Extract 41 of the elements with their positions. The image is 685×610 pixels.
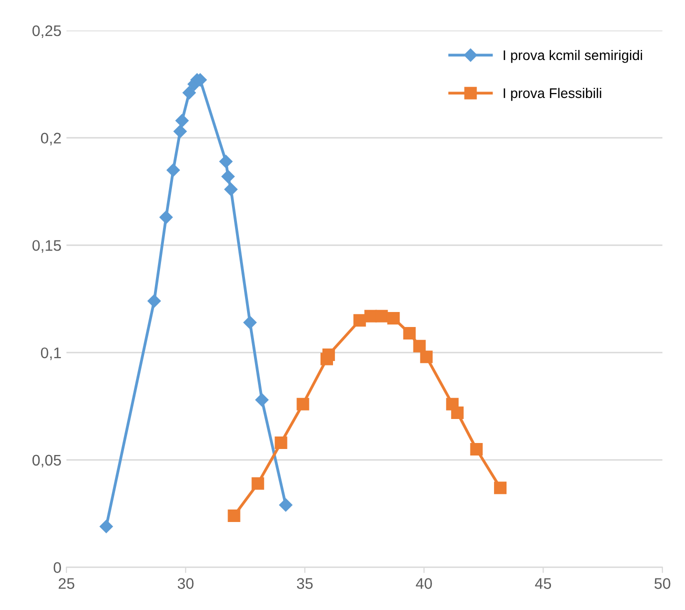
point (274, 436, 288, 450)
point (403, 327, 416, 340)
point (100, 520, 113, 534)
y-tick-label: 0,15 (32, 240, 61, 253)
point (451, 406, 464, 419)
point (175, 114, 189, 128)
point (174, 124, 187, 138)
point (387, 312, 400, 324)
point (148, 294, 161, 308)
point (219, 154, 233, 168)
point (224, 182, 238, 196)
legend-label: I prova Flessibili (504, 88, 602, 101)
point (322, 348, 335, 361)
point (353, 314, 366, 327)
point (255, 393, 269, 406)
x-tick-label: 25 (58, 578, 74, 589)
legend-label: I prova kcmil semirigidi (504, 50, 642, 63)
point (413, 340, 426, 352)
point (221, 170, 235, 184)
point (166, 163, 180, 177)
point (420, 350, 433, 364)
point (279, 498, 292, 512)
point (375, 310, 388, 322)
point (160, 210, 173, 224)
point (494, 482, 507, 494)
point (228, 510, 240, 522)
point (296, 398, 310, 410)
x-tick-label: 45 (535, 578, 552, 589)
x-tick-label: 30 (178, 578, 194, 589)
point (182, 86, 196, 100)
point (252, 477, 264, 490)
y-tick-label: 0 (54, 562, 61, 573)
x-tick-label: 40 (416, 578, 432, 589)
point (470, 442, 483, 456)
y-tick-label: 0,1 (40, 347, 61, 360)
x-tick-label: 35 (296, 578, 313, 589)
y-tick-label: 0,05 (32, 454, 61, 468)
y-tick-label: 0,2 (40, 132, 61, 146)
y-tick-label: 0,25 (32, 25, 61, 38)
point (243, 316, 257, 330)
x-tick-label: 50 (654, 578, 670, 589)
